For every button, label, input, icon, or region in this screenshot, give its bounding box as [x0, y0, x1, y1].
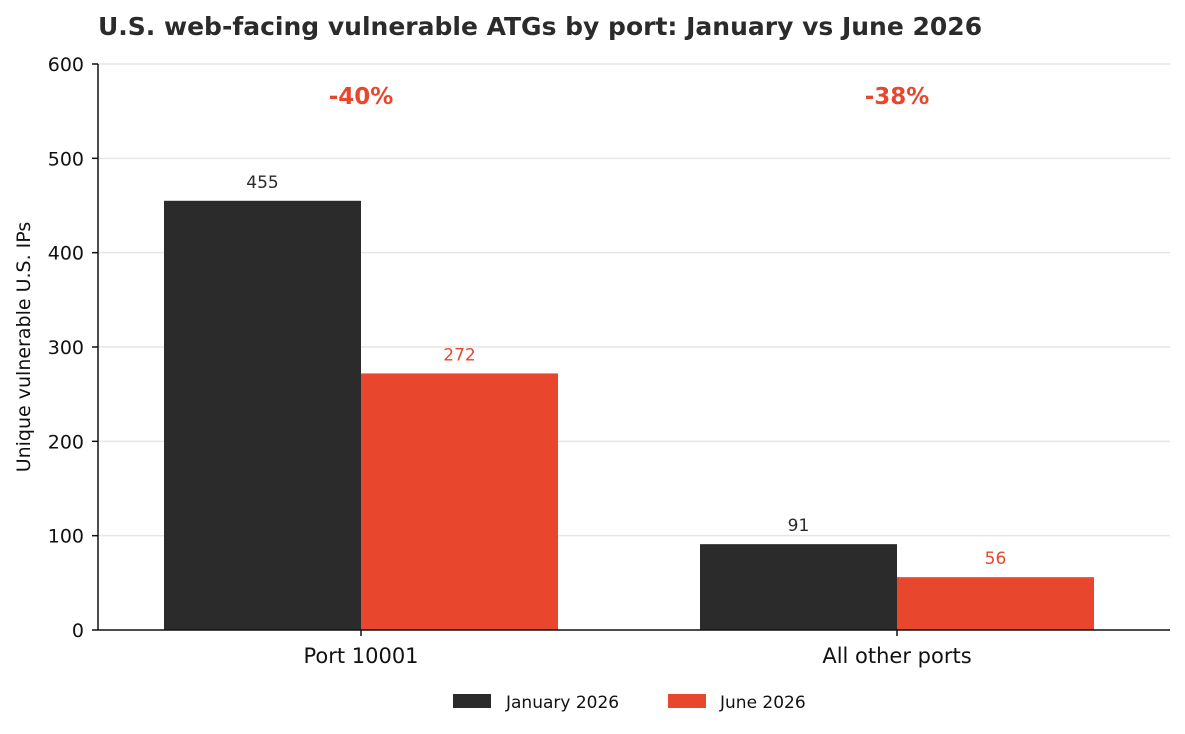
y-tick-label: 300 — [48, 337, 84, 359]
legend: January 2026 June 2026 — [453, 693, 806, 713]
bars — [164, 200, 1094, 631]
data-label: 272 — [443, 345, 475, 365]
change-annotation: -40% — [329, 84, 394, 110]
bar — [700, 544, 897, 630]
legend-swatch — [668, 694, 706, 708]
y-tick-label: 400 — [48, 243, 84, 265]
change-annotation: -38% — [865, 84, 930, 110]
data-label: 56 — [985, 549, 1007, 569]
bar — [897, 577, 1094, 630]
bar — [361, 373, 558, 630]
legend-swatch — [453, 694, 491, 708]
y-tick-label: 500 — [48, 148, 84, 170]
legend-label: January 2026 — [505, 693, 619, 713]
axes: 0 100 200 300 400 500 600 Port 10001 All other p… — [48, 54, 1170, 668]
legend-label: June 2026 — [719, 693, 806, 713]
y-tick-label: 100 — [48, 526, 84, 548]
chart-title: U.S. web-facing vulnerable ATGs by port:… — [98, 12, 982, 41]
value-labels: 455 272 -40% 91 56 -38% — [246, 84, 1006, 569]
y-tick-label: 0 — [72, 620, 84, 642]
data-label: 455 — [246, 173, 278, 193]
x-tick-label: All other ports — [822, 644, 971, 668]
y-tick-label: 200 — [48, 431, 84, 453]
y-axis-label: Unique vulnerable U.S. IPs — [13, 222, 35, 473]
y-tick-label: 600 — [48, 54, 84, 76]
bar — [164, 200, 361, 631]
x-tick-label: Port 10001 — [303, 644, 418, 668]
data-label: 91 — [788, 516, 810, 536]
